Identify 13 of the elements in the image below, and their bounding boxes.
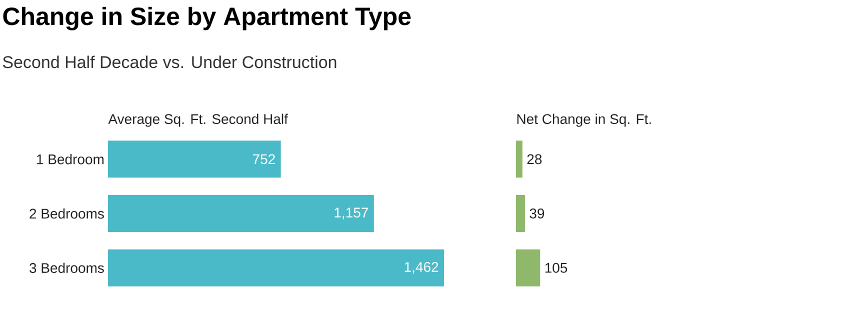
- chart-subtitle: Second Half Decade vs. Under Construction: [2, 56, 336, 68]
- data-label: 1,462: [404, 262, 438, 274]
- data-label: 105: [545, 262, 568, 273]
- data-label: 1,157: [334, 208, 368, 220]
- x-axis-title: Average Sq. Ft. Second Half: [108, 114, 288, 127]
- y-tick-label: 2 Bedrooms: [30, 208, 104, 219]
- data-label: 28: [527, 154, 542, 164]
- y-tick-label: 1 Bedroom: [37, 154, 104, 164]
- chart-title: Change in Size by Apartment Type: [3, 6, 411, 30]
- data-label: 39: [530, 208, 544, 218]
- y-tick-label: 3 Bedrooms: [30, 262, 104, 273]
- x-axis-title: Net Change in Sq. Ft.: [517, 114, 651, 127]
- data-label: 752: [252, 154, 275, 164]
